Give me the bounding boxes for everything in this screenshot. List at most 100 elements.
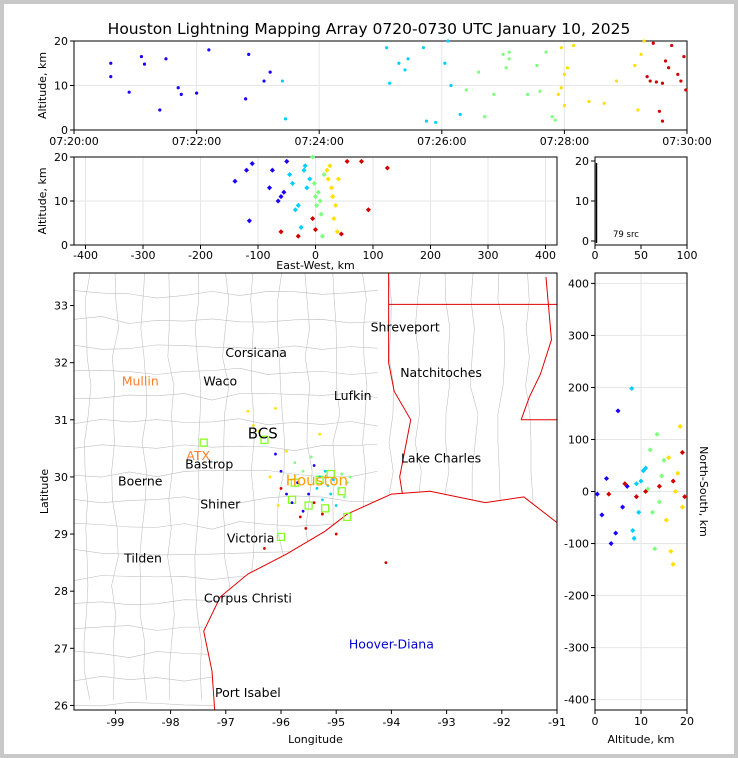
ns-y-tick-label: 400 [568, 277, 589, 290]
time-height-point [660, 119, 665, 123]
chart-title: Houston Lightning Mapping Array 0720-073… [108, 20, 631, 38]
map-label-hoover-diana: Hoover-Diana [349, 636, 434, 651]
count-x-tick-label: 0 [592, 249, 599, 262]
map-source-point [268, 475, 272, 479]
county-boundary [74, 290, 378, 299]
map-source-point [279, 469, 283, 473]
county-boundary [74, 521, 378, 530]
time-height-point [195, 91, 199, 95]
ns-y-tick-label: 300 [568, 329, 589, 342]
map-label-corpus-christi: Corpus Christi [204, 591, 292, 606]
map-source-point [285, 492, 288, 496]
map-source-point [312, 501, 316, 505]
map-source-point [334, 504, 338, 507]
map-source-point [340, 472, 344, 476]
map-source-point [384, 561, 388, 565]
time-height-panel: 0 10 20 07:20:00 07:22:00 07:24:00 07:26:00 07:… [36, 35, 712, 148]
time-height-point [406, 57, 410, 61]
count-y-tick-label: 20 [575, 155, 589, 168]
ew-point [304, 185, 310, 191]
count-y-tick-label: 10 [575, 195, 589, 208]
map-y-tick-label: 28 [54, 585, 68, 598]
ns-point [675, 470, 681, 476]
time-height-point [556, 92, 560, 96]
map-source-point [321, 498, 324, 502]
ns-point [638, 478, 644, 484]
time-height-x-tick-label: 07:24:00 [294, 135, 343, 148]
ew-point [311, 180, 317, 186]
ew-point [312, 194, 319, 200]
count-x-tick-label: 100 [677, 249, 698, 262]
ew-point [329, 185, 335, 191]
map-label-bcs: BCS [248, 425, 278, 443]
time-height-point [550, 115, 554, 119]
ns-point [663, 517, 669, 523]
ew-point [330, 194, 336, 200]
map-source-point [337, 486, 341, 490]
ns-point [599, 512, 605, 518]
county-boundary [74, 316, 378, 324]
lma-station-marker [326, 469, 335, 479]
map-source-point [301, 469, 305, 473]
map-xlabel: Longitude [288, 733, 343, 746]
map-label-waco: Waco [203, 374, 237, 389]
time-height-point [262, 79, 266, 83]
time-height-point [648, 79, 652, 83]
ns-point [652, 546, 658, 552]
ew-axes [73, 156, 558, 246]
ew-point [301, 167, 307, 173]
map-label-lake-charles: Lake Charles [401, 451, 481, 466]
map-source-point [321, 512, 324, 516]
ew-y-tick-label: 0 [61, 239, 68, 252]
map-content: Shreveport Corsicana Natchitoches Mullin Wac… [74, 273, 557, 710]
map-y-tick-label: 33 [54, 300, 68, 313]
time-height-point [397, 61, 401, 65]
map-source-point [318, 432, 322, 436]
time-height-point [164, 57, 168, 61]
time-height-point [385, 46, 389, 50]
ns-point [661, 457, 667, 463]
ns-x-tick-label: 20 [680, 715, 694, 728]
time-height-point [501, 52, 505, 56]
time-height-point [247, 52, 251, 56]
ew-x-tick-label: 400 [535, 249, 556, 262]
ew-point [243, 167, 250, 173]
texas-louisiana-border [388, 273, 412, 495]
map-x-tick-label: -99 [106, 716, 124, 729]
ew-point [292, 207, 298, 213]
ew-point [295, 202, 301, 208]
map-label-houston: Houston [286, 472, 348, 490]
map-y-tick-label: 31 [54, 414, 68, 427]
map-source-point [246, 409, 250, 413]
figure-frame: Houston Lightning Mapping Array 0720-073… [4, 4, 734, 754]
county-boundary [111, 273, 119, 700]
time-height-point [670, 43, 674, 48]
ew-point [269, 167, 275, 173]
ew-point [266, 185, 273, 191]
coastline [203, 490, 557, 710]
time-height-point [538, 89, 542, 93]
map-y-tick-label: 27 [54, 642, 68, 655]
map-label-atx: ATX [186, 448, 210, 463]
ns-point [636, 509, 642, 515]
time-height-point [565, 66, 570, 70]
plan-view-map-panel: Shreveport Corsicana Natchitoches Mullin Wac… [38, 272, 566, 746]
ns-y-tick-label: 0 [582, 486, 589, 499]
ns-point [622, 481, 628, 487]
ns-point [666, 455, 672, 461]
ew-point [331, 216, 337, 222]
ew-x-tick-label: 300 [478, 249, 499, 262]
time-height-point [127, 90, 131, 94]
count-x-tick-label: 50 [634, 249, 648, 262]
ew-point [302, 163, 308, 169]
ew-point [327, 163, 333, 169]
map-source-point [343, 495, 346, 499]
map-y-tick-label: 32 [54, 357, 68, 370]
ns-axes [594, 272, 688, 711]
lma-station-marker [343, 512, 352, 522]
map-source-point [309, 455, 313, 459]
time-height-point [244, 97, 248, 101]
ns-point [672, 488, 679, 495]
time-height-point [639, 52, 643, 56]
time-height-point [654, 80, 658, 84]
